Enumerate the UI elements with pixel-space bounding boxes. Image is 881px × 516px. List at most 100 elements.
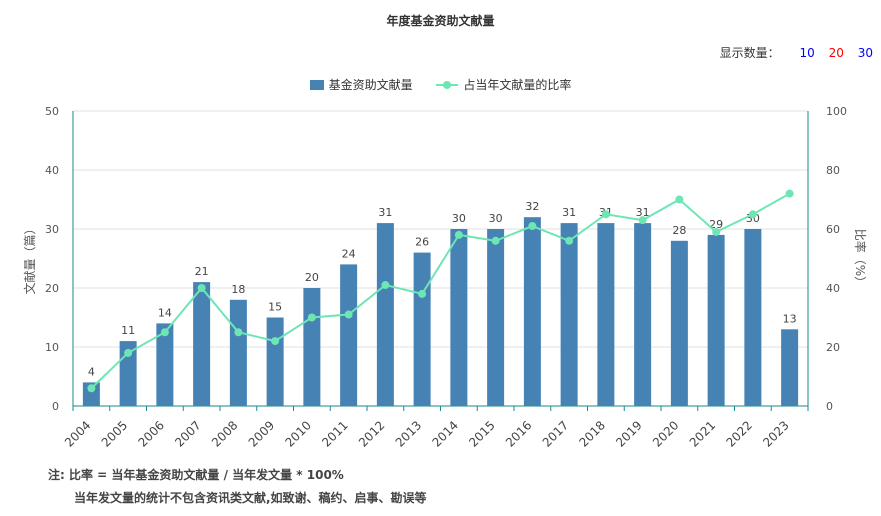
legend-line-label: 占当年文献量的比率 [463, 78, 572, 92]
ratio-point [197, 284, 206, 292]
y-left-tick-label: 0 [52, 400, 59, 413]
bar-value-label: 4 [88, 365, 95, 378]
x-tick-label: 2022 [723, 418, 754, 449]
chart-title: 年度基金资助文献量 [386, 14, 495, 28]
bar-value-label: 21 [195, 265, 209, 278]
legend-bar-label: 基金资助文献量 [328, 78, 413, 92]
legend-item-bar[interactable]: 基金资助文献量 [309, 76, 413, 93]
bar [597, 223, 615, 406]
bar [413, 252, 431, 406]
x-tick-label: 2010 [282, 418, 313, 449]
bar-value-label: 30 [489, 212, 503, 225]
ratio-point [638, 216, 647, 225]
ratio-point [87, 384, 96, 393]
bar [82, 382, 100, 406]
bar [376, 223, 394, 406]
legend-bar-swatch [309, 79, 324, 90]
x-tick-label: 2007 [172, 418, 203, 449]
bar-value-label: 31 [562, 206, 576, 219]
bar [156, 323, 174, 406]
display-count-option-20[interactable]: 20 [828, 46, 844, 60]
bar [560, 223, 578, 406]
x-tick-label: 2019 [613, 418, 644, 449]
x-tick-label: 2018 [576, 418, 607, 449]
ratio-point [565, 236, 574, 245]
ratio-point [381, 281, 390, 290]
bar [523, 217, 541, 406]
x-tick-label: 2017 [540, 418, 571, 449]
y-right-axis-title: 比率（%） [853, 229, 868, 288]
x-tick-label: 2014 [429, 418, 460, 449]
bar [670, 240, 688, 406]
y-left-tick-label: 30 [45, 223, 59, 236]
x-tick-label: 2020 [650, 418, 681, 449]
y-left-tick-label: 10 [45, 341, 59, 354]
ratio-point [748, 210, 757, 219]
display-count-option-30[interactable]: 30 [857, 46, 873, 60]
x-tick-label: 2012 [356, 418, 387, 449]
bar-value-label: 24 [342, 247, 356, 260]
bar [450, 229, 468, 406]
bar-value-label: 31 [636, 206, 650, 219]
ratio-point [160, 328, 169, 337]
bar-value-label: 11 [121, 324, 135, 337]
bar [193, 282, 211, 406]
bar-value-label: 14 [158, 306, 172, 319]
x-tick-label: 2004 [62, 418, 93, 449]
bar [340, 264, 358, 406]
bar-value-label: 30 [452, 212, 466, 225]
x-tick-label: 2021 [687, 418, 718, 449]
legend-item-line[interactable]: 占当年文献量的比率 [436, 76, 571, 93]
ratio-point [491, 236, 500, 245]
ratio-point [124, 348, 133, 357]
x-tick-label: 2008 [209, 418, 240, 449]
bar [707, 234, 725, 406]
y-right-tick-label: 60 [826, 223, 840, 236]
ratio-point [234, 328, 243, 337]
ratio-line [90, 192, 791, 390]
note-count-exclusion: 当年发文量的统计不包含资讯类文献,如致谢、稿约、启事、勘误等 [74, 491, 427, 505]
ratio-point [344, 310, 353, 319]
bar-value-label: 26 [415, 236, 429, 249]
bar [487, 229, 505, 406]
bar-value-label: 28 [672, 224, 686, 237]
x-tick-label: 2005 [99, 418, 130, 449]
bar [744, 229, 762, 406]
display-count-option-10[interactable]: 10 [799, 46, 815, 60]
ratio-point [418, 289, 427, 298]
x-tick-label: 2006 [135, 418, 166, 449]
ratio-point [675, 195, 684, 204]
ratio-point [454, 230, 463, 239]
bar-value-label: 13 [783, 312, 797, 325]
y-left-tick-label: 50 [45, 105, 59, 118]
y-right-tick-label: 80 [826, 164, 840, 177]
x-tick-label: 2009 [246, 418, 277, 449]
ratio-point [307, 313, 316, 322]
y-left-tick-label: 40 [45, 164, 59, 177]
bar-value-label: 18 [231, 283, 245, 296]
y-right-tick-label: 20 [826, 341, 840, 354]
y-right-tick-label: 40 [826, 282, 840, 295]
legend-line-swatch [436, 80, 459, 90]
x-tick-label: 2015 [466, 418, 497, 449]
x-tick-label: 2013 [393, 418, 424, 449]
x-tick-label: 2011 [319, 418, 350, 449]
ratio-point [785, 189, 794, 198]
y-right-tick-label: 0 [826, 400, 833, 413]
bar [303, 288, 321, 406]
bar [781, 329, 799, 406]
bar [634, 223, 652, 406]
bar [229, 299, 247, 406]
chart-legend: 基金资助文献量 占当年文献量的比率 [0, 76, 881, 93]
bar-value-label: 20 [305, 271, 319, 284]
bar [266, 317, 284, 406]
ratio-point [601, 210, 610, 219]
bar-value-label: 31 [378, 206, 392, 219]
y-left-tick-label: 20 [45, 282, 59, 295]
ratio-point [712, 227, 721, 236]
ratio-point [271, 337, 280, 346]
bar-value-label: 15 [268, 301, 282, 314]
ratio-point [528, 222, 537, 231]
x-tick-label: 2023 [760, 418, 791, 449]
